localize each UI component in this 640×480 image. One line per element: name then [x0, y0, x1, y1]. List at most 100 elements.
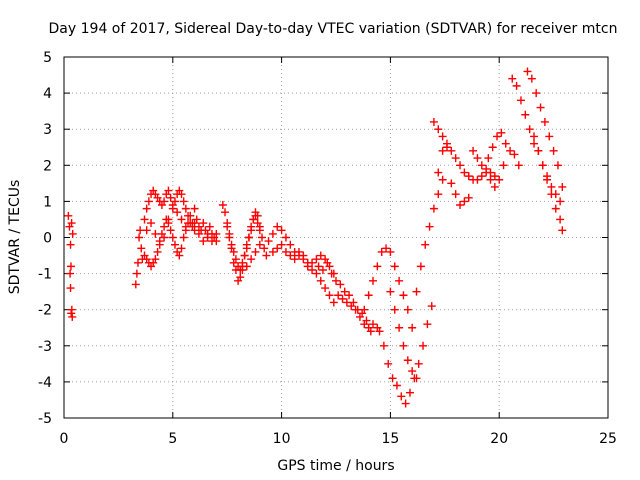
data-point	[427, 302, 436, 311]
data-point	[186, 211, 195, 220]
data-point	[506, 146, 515, 155]
data-point	[473, 175, 482, 184]
data-point	[390, 262, 399, 271]
data-point	[329, 298, 338, 307]
data-point	[242, 240, 251, 249]
data-point	[338, 294, 347, 303]
data-point	[273, 222, 282, 231]
y-tick-label: -2	[38, 303, 52, 319]
data-point	[408, 367, 417, 376]
data-point	[460, 197, 469, 206]
data-point	[512, 81, 521, 90]
data-point	[366, 327, 375, 336]
x-axis-ticks: 0 5 10 15 20 25	[60, 57, 617, 447]
data-point	[377, 247, 386, 256]
data-point	[258, 233, 267, 242]
data-point	[373, 262, 382, 271]
y-tick-label: -1	[38, 267, 52, 283]
data-point	[147, 219, 156, 228]
data-point	[416, 262, 425, 271]
x-tick-label: 20	[490, 431, 508, 447]
data-point	[175, 251, 184, 260]
data-point	[527, 74, 536, 83]
data-point	[194, 229, 203, 238]
data-point	[429, 117, 438, 126]
data-point	[451, 190, 460, 199]
data-point	[251, 247, 260, 256]
data-point	[451, 154, 460, 163]
data-point	[188, 219, 197, 228]
data-point	[540, 117, 549, 126]
data-point	[244, 233, 253, 242]
data-point	[67, 305, 76, 314]
data-point	[464, 193, 473, 202]
data-point	[229, 247, 238, 256]
data-point	[132, 269, 141, 278]
data-point	[399, 341, 408, 350]
data-point	[534, 146, 543, 155]
data-point	[290, 255, 299, 264]
data-point	[490, 182, 499, 191]
data-point	[168, 204, 177, 213]
data-point	[414, 359, 423, 368]
y-tick-label: -3	[38, 339, 52, 355]
data-point	[523, 67, 532, 76]
data-point	[318, 265, 327, 274]
y-tick-label: 4	[43, 86, 52, 102]
data-point	[488, 143, 497, 152]
data-point	[249, 215, 258, 224]
x-tick-label: 10	[273, 431, 291, 447]
data-point	[218, 201, 227, 210]
data-point	[558, 182, 567, 191]
data-point	[207, 237, 216, 246]
data-point	[236, 273, 245, 282]
data-point	[160, 197, 169, 206]
data-point	[553, 161, 562, 170]
data-point	[456, 201, 465, 210]
data-point	[225, 229, 234, 238]
data-point	[408, 323, 417, 332]
data-point	[316, 251, 325, 260]
data-point	[247, 255, 256, 264]
data-point	[303, 258, 312, 267]
data-point	[140, 215, 149, 224]
data-point	[349, 298, 358, 307]
x-tick-label: 0	[60, 431, 69, 447]
data-point	[173, 208, 182, 217]
data-point	[438, 132, 447, 141]
data-point	[484, 154, 493, 163]
data-point	[164, 215, 173, 224]
data-point	[181, 204, 190, 213]
data-point	[231, 255, 240, 264]
data-point	[545, 132, 554, 141]
data-point	[434, 190, 443, 199]
y-tick-label: 5	[43, 50, 52, 66]
data-point	[177, 215, 186, 224]
data-point	[547, 182, 556, 191]
data-point	[438, 175, 447, 184]
data-point	[508, 74, 517, 83]
data-point	[66, 284, 75, 293]
data-point	[434, 125, 443, 134]
data-point	[286, 240, 295, 249]
data-point	[203, 233, 212, 242]
data-point	[460, 168, 469, 177]
data-point	[530, 132, 539, 141]
data-point	[401, 399, 410, 408]
data-point	[67, 219, 76, 228]
data-point	[364, 291, 373, 300]
data-point	[516, 96, 525, 105]
data-point	[386, 247, 395, 256]
data-point	[397, 392, 406, 401]
data-point	[521, 110, 530, 119]
data-point	[382, 244, 391, 253]
data-point	[227, 240, 236, 249]
data-point	[177, 244, 186, 253]
data-point	[295, 247, 304, 256]
data-point	[490, 172, 499, 181]
data-point	[142, 204, 151, 213]
data-point	[395, 323, 404, 332]
data-point	[323, 258, 332, 267]
data-point	[247, 226, 256, 235]
